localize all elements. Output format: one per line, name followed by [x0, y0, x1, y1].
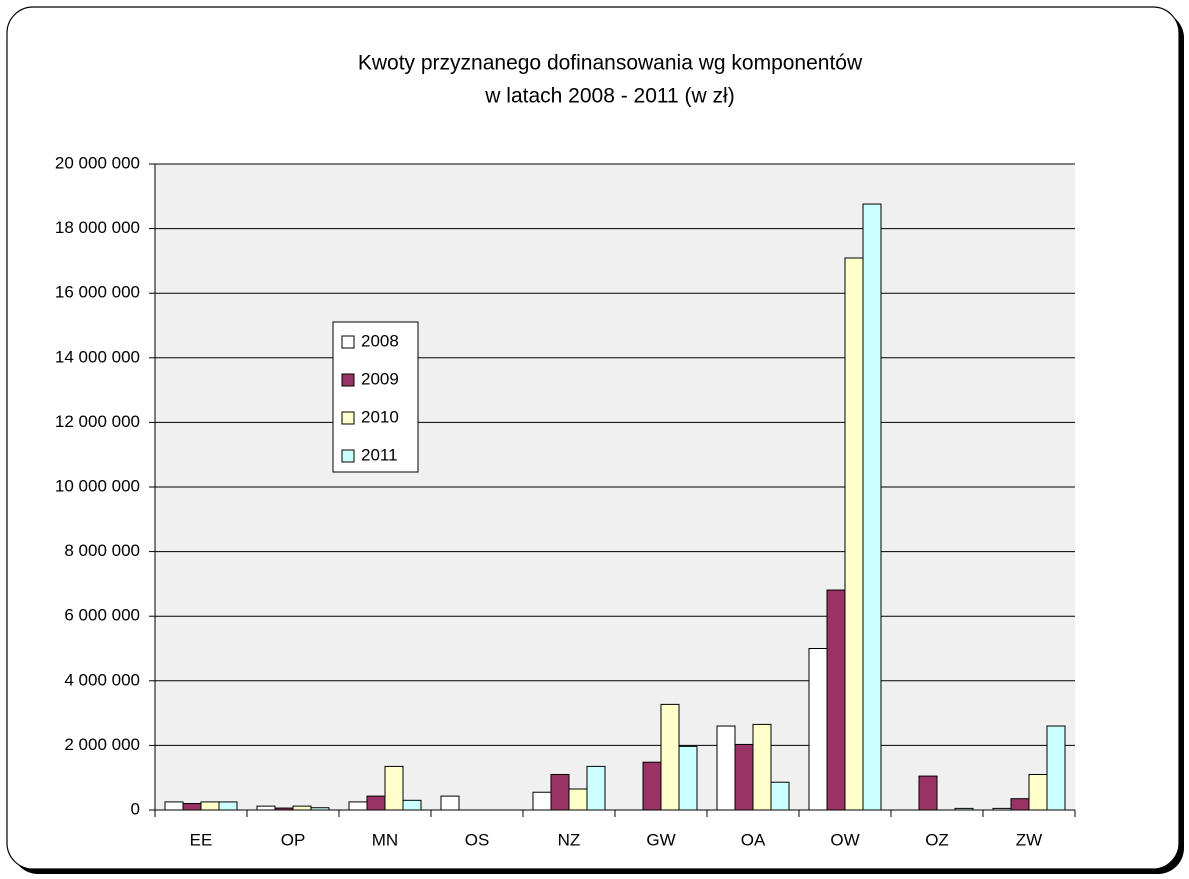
x-tick-label: NZ	[558, 830, 581, 849]
y-tick-label: 12 000 000	[55, 412, 140, 431]
bar	[1046, 725, 1066, 811]
y-tick-label: 6 000 000	[64, 606, 140, 625]
bar	[550, 773, 570, 811]
y-tick-label: 20 000 000	[55, 153, 140, 172]
bar	[366, 795, 386, 811]
legend-label: 2011	[361, 445, 398, 464]
bar	[862, 203, 882, 811]
bar	[660, 703, 680, 811]
bar	[752, 723, 772, 811]
bar	[716, 725, 736, 811]
x-tick-label: GW	[646, 830, 675, 849]
legend-label: 2009	[361, 369, 399, 388]
y-tick-label: 8 000 000	[64, 541, 140, 560]
y-tick-label: 2 000 000	[64, 735, 140, 754]
bar	[586, 765, 606, 811]
bar	[642, 761, 662, 811]
bar	[568, 788, 588, 811]
chart-title: w latach 2008 - 2011 (w zł)	[484, 85, 734, 108]
bar	[678, 745, 698, 811]
x-tick-label: OA	[741, 830, 766, 849]
x-tick-label: ZW	[1016, 830, 1042, 849]
bar	[182, 803, 202, 811]
bar	[256, 805, 276, 811]
bar	[440, 795, 460, 811]
bar	[218, 801, 238, 811]
plot: 0 2 000 000 4 000 000 6 000 000 8 000 000 10 …	[55, 153, 1076, 849]
bar	[1010, 798, 1030, 811]
bar	[826, 589, 846, 811]
legend-label: 2010	[361, 407, 399, 426]
legend-label: 2008	[361, 331, 399, 350]
y-tick-label: 10 000 000	[55, 476, 140, 495]
bar	[200, 801, 220, 811]
y-tick-label: 4 000 000	[64, 670, 140, 689]
y-tick-label: 14 000 000	[55, 347, 140, 366]
bar	[532, 791, 552, 811]
x-tick-label: OS	[465, 830, 490, 849]
bar	[1028, 773, 1048, 811]
x-tick-label: EE	[190, 830, 213, 849]
y-tick-label: 16 000 000	[55, 283, 140, 302]
bar	[292, 805, 312, 811]
x-tick-label: OZ	[925, 830, 949, 849]
bar	[844, 257, 864, 811]
bar	[918, 775, 938, 811]
legend-swatch	[341, 449, 355, 463]
bar	[770, 781, 790, 811]
x-tick-label: OW	[830, 830, 859, 849]
bar	[808, 648, 828, 811]
y-tick-label: 18 000 000	[55, 218, 140, 237]
chart-title: Kwoty przyznanego dofinansowania wg komp…	[358, 52, 863, 75]
x-tick-label: OP	[281, 830, 306, 849]
bar	[348, 801, 368, 811]
legend-swatch	[341, 411, 355, 425]
x-tick-label: MN	[372, 830, 398, 849]
legend-swatch	[341, 373, 355, 387]
bar	[734, 743, 754, 811]
bar	[164, 801, 184, 811]
legend-swatch	[341, 335, 355, 349]
legend: 2008 2009 2010 2011	[332, 321, 419, 473]
bar	[402, 799, 422, 811]
bar	[384, 765, 404, 811]
y-tick-label: 0	[131, 799, 140, 818]
